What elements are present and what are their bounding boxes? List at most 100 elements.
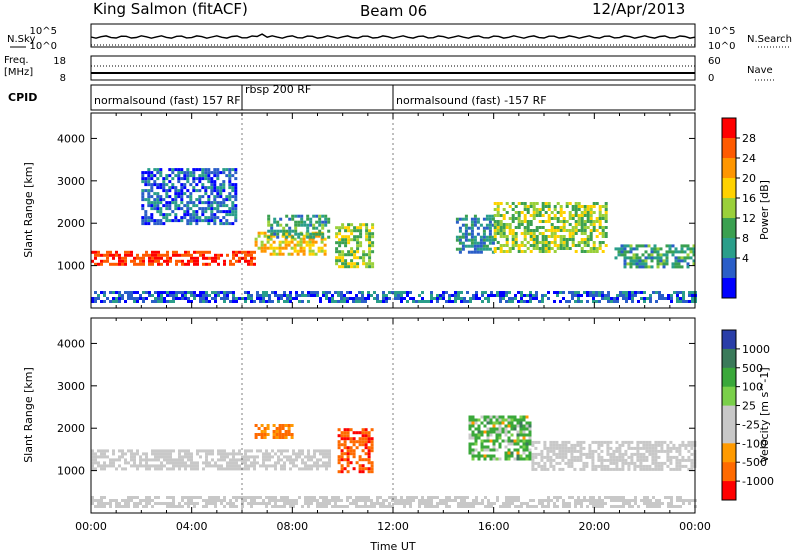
heatmap-cell (341, 235, 345, 239)
heatmap-cell (400, 502, 403, 505)
heatmap-cell (480, 439, 484, 443)
heatmap-cell (553, 250, 557, 253)
heatmap-cell (382, 297, 385, 300)
heatmap-cell (686, 247, 690, 251)
heatmap-cell (314, 252, 318, 256)
heatmap-cell (121, 297, 124, 300)
heatmap-cell (654, 440, 658, 444)
heatmap-cell (192, 201, 196, 205)
heatmap-cell (216, 207, 220, 211)
heatmap-cell (520, 241, 524, 244)
heatmap-cell (300, 223, 304, 227)
heatmap-cell (346, 455, 350, 459)
heatmap-cell (174, 216, 178, 220)
heatmap-cell (675, 446, 679, 450)
heatmap-cell (418, 499, 421, 502)
heatmap-cell (558, 455, 562, 459)
heatmap-cell (260, 231, 264, 235)
heatmap-cell (275, 246, 279, 250)
heatmap-cell (124, 499, 127, 502)
heatmap-cell (347, 241, 351, 245)
heatmap-cell (150, 219, 154, 223)
heatmap-cell (94, 297, 97, 300)
heatmap-cell (517, 217, 521, 220)
heatmap-cell (628, 502, 631, 505)
heatmap-cell (580, 232, 584, 235)
heatmap-cell (325, 461, 328, 465)
heatmap-cell (394, 297, 397, 300)
heatmap-cell (340, 464, 344, 468)
heatmap-cell (556, 291, 559, 294)
heatmap-cell (186, 207, 190, 211)
heatmap-cell (172, 250, 175, 254)
heatmap-cell (241, 297, 244, 300)
heatmap-cell (241, 458, 244, 462)
heatmap-cell (468, 418, 472, 422)
heatmap-cell (279, 223, 283, 227)
heatmap-cell (139, 294, 142, 297)
heatmap-cell (229, 452, 232, 456)
heatmap-cell (250, 496, 253, 499)
heatmap-cell (430, 496, 433, 499)
heatmap-cell (547, 505, 550, 508)
heatmap-cell (448, 496, 451, 499)
heatmap-cell (156, 168, 160, 172)
heatmap-cell (316, 502, 319, 505)
heatmap-cell (565, 220, 569, 223)
heatmap-cell (361, 294, 364, 297)
heatmap-cell (272, 249, 276, 253)
heatmap-cell (180, 195, 184, 199)
heatmap-cell (621, 458, 625, 462)
heatmap-cell (359, 223, 363, 227)
heatmap-cell (570, 446, 574, 450)
heatmap-cell (302, 234, 306, 238)
x-tick-label: 04:00 (176, 520, 208, 533)
heatmap-cell (271, 505, 274, 508)
heatmap-cell (234, 168, 238, 172)
heatmap-cell (680, 244, 684, 248)
heatmap-cell (519, 421, 523, 425)
heatmap-cell (356, 238, 360, 242)
heatmap-cell (598, 244, 602, 247)
heatmap-cell (141, 189, 145, 193)
heatmap-cell (358, 464, 362, 468)
heatmap-cell (204, 201, 208, 205)
heatmap-cell (228, 177, 232, 181)
heatmap-cell (552, 458, 556, 462)
heatmap-cell (229, 467, 232, 471)
heatmap-cell (124, 505, 127, 508)
heatmap-cell (636, 464, 640, 468)
heatmap-cell (343, 443, 347, 447)
heatmap-cell (169, 505, 172, 508)
heatmap-cell (604, 214, 608, 217)
heatmap-cell (666, 455, 670, 459)
heatmap-cell (186, 189, 190, 193)
heatmap-cell (204, 186, 208, 190)
heatmap-cell (667, 496, 670, 499)
heatmap-cell (232, 455, 235, 459)
heatmap-cell (187, 499, 190, 502)
heatmap-cell (627, 464, 631, 468)
heatmap-cell (94, 461, 97, 465)
heatmap-cell (597, 440, 601, 444)
heatmap-cell (331, 499, 334, 502)
heatmap-cell (625, 297, 628, 300)
heatmap-cell (649, 297, 652, 300)
heatmap-cell (470, 232, 474, 236)
heatmap-cell (103, 291, 106, 294)
heatmap-cell (479, 238, 483, 242)
heatmap-cell (195, 204, 199, 208)
heatmap-cell (482, 238, 486, 242)
heatmap-cell (289, 300, 292, 303)
heatmap-cell (552, 452, 556, 456)
heatmap-cell (244, 253, 247, 257)
heatmap-cell (154, 502, 157, 505)
heatmap-cell (514, 205, 518, 208)
heatmap-cell (486, 415, 490, 419)
heatmap-cell (163, 449, 166, 453)
heatmap-cell (241, 461, 244, 465)
heatmap-cell (676, 294, 679, 297)
heatmap-cell (335, 259, 339, 263)
heatmap-cell (334, 499, 337, 502)
heatmap-cell (250, 250, 253, 254)
